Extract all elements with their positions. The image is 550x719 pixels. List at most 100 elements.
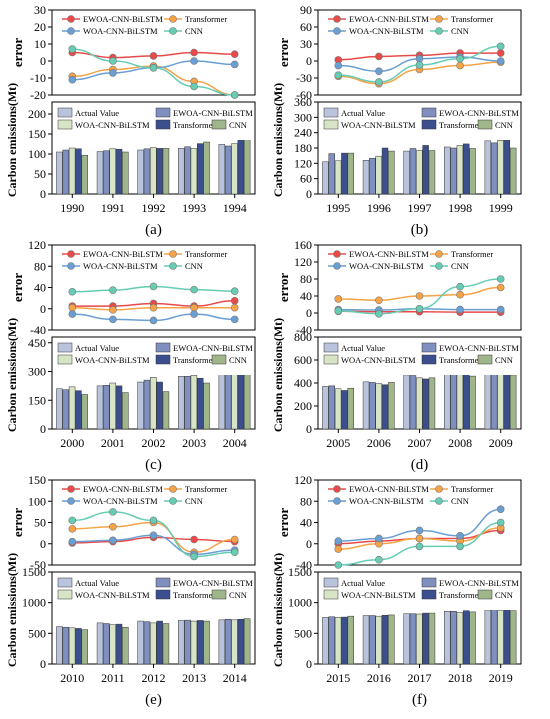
error-plot-frame	[317, 244, 522, 331]
xtick-label: 1995	[326, 201, 350, 215]
xtick-label: 2016	[367, 671, 391, 685]
error-point	[456, 305, 464, 314]
emissions-bar	[328, 153, 335, 195]
bar-legend-label: Transformer	[439, 355, 481, 365]
xtick-label: 1998	[448, 201, 472, 215]
panel-b: -60 -30 0 30 60 90 error EWOA-CNN-BiLSTM Transfo…	[271, 3, 522, 238]
error-point	[68, 537, 77, 546]
bar-legend-label: Actual Value	[75, 108, 119, 118]
emissions-bar	[341, 616, 348, 665]
error-axis-label: error	[10, 508, 25, 538]
xtick-label: 2000	[60, 436, 84, 450]
emissions-bar	[109, 382, 116, 430]
bar-legend-label: EWOA-CNN-BiLSTM	[173, 578, 253, 588]
emissions-bar	[497, 140, 504, 195]
error-point	[334, 307, 343, 315]
error-ytick-label: 20	[34, 20, 46, 34]
error-point	[334, 561, 343, 569]
error-ytick-label: 60	[300, 20, 312, 34]
emissions-bar	[328, 616, 335, 665]
error-point	[496, 42, 505, 51]
emissions-bar	[341, 390, 348, 430]
error-point	[456, 531, 464, 540]
bar-legend-label: CNN	[495, 590, 513, 600]
error-point	[149, 64, 158, 72]
emissions-bar	[150, 622, 157, 665]
emissions-bar	[428, 612, 436, 665]
emissions-bar	[416, 150, 423, 195]
bar-legend-swatch	[57, 107, 73, 118]
emissions-bar	[369, 382, 376, 430]
bar-legend-swatch	[323, 354, 339, 365]
panel-label: (e)	[145, 692, 162, 708]
emissions-bar	[115, 385, 123, 430]
emissions-ytick-label: 1500	[288, 565, 312, 579]
error-ytick-label: 150	[28, 473, 46, 487]
bar-legend-label: Transformer	[439, 590, 481, 600]
emissions-bar	[381, 147, 389, 195]
bar-legend-label: EWOA-CNN-BiLSTM	[439, 343, 519, 353]
error-point	[375, 310, 383, 318]
emissions-bar	[75, 628, 82, 665]
emissions-bar	[162, 391, 170, 430]
xtick-label: 2019	[489, 671, 513, 685]
xtick-label: 1992	[142, 201, 166, 215]
line-legend-label: Transformer	[451, 484, 493, 494]
xtick-label: 2004	[223, 436, 247, 450]
emissions-ytick-label: 150	[28, 127, 46, 141]
error-point	[109, 508, 117, 516]
line-legend-label: Transformer	[185, 249, 227, 259]
line-legend-label: CNN	[451, 261, 469, 271]
emissions-bar	[197, 143, 204, 195]
emissions-bar	[347, 152, 354, 195]
emissions-bar	[388, 150, 395, 195]
emissions-bar	[203, 141, 210, 195]
error-point	[190, 57, 198, 65]
emissions-bar	[103, 385, 110, 430]
emissions-ytick-label: 1000	[22, 596, 46, 610]
bar-legend-swatch	[323, 577, 339, 588]
emissions-bar	[156, 381, 163, 430]
error-point	[375, 52, 383, 61]
error-point	[415, 61, 424, 69]
emissions-bar	[503, 369, 511, 430]
emissions-bar	[203, 382, 210, 430]
emissions-ytick-label: 180	[294, 141, 312, 155]
emissions-ytick-label: 200	[294, 399, 312, 413]
bar-legend-swatch	[477, 119, 493, 130]
emissions-bar	[428, 150, 436, 195]
emissions-bar	[322, 161, 329, 195]
xtick-label: 1991	[101, 201, 125, 215]
emissions-bar	[347, 387, 354, 430]
bar-legend-label: WOA-CNN-BiLSTM	[341, 355, 416, 365]
panel-label: (a)	[145, 222, 162, 238]
emissions-bar	[381, 614, 389, 665]
emissions-bar	[178, 148, 185, 195]
line-legend-marker	[333, 250, 341, 258]
error-point	[68, 303, 77, 312]
emissions-axis-label: Carbon emissions(Mt)	[271, 83, 285, 197]
emissions-bar	[56, 626, 63, 665]
emissions-bar	[375, 155, 382, 195]
xtick-label: 2009	[489, 436, 513, 450]
emissions-bar	[184, 376, 191, 430]
error-ytick-label: 80	[300, 494, 312, 508]
emissions-bar	[103, 623, 110, 665]
error-point	[230, 535, 239, 544]
error-point	[496, 275, 505, 283]
error-point	[334, 71, 343, 79]
bar-legend-label: Actual Value	[341, 108, 385, 118]
xtick-label: 2018	[448, 671, 472, 685]
emissions-ytick-label: 60	[300, 172, 312, 186]
error-ytick-label: 80	[34, 259, 46, 273]
error-point	[149, 52, 158, 60]
error-point	[456, 54, 464, 63]
emissions-bar	[178, 620, 185, 665]
error-point	[456, 290, 464, 299]
bar-legend-label: EWOA-CNN-BiLSTM	[173, 343, 253, 353]
line-legend-marker	[435, 27, 443, 35]
emissions-bar	[137, 381, 144, 430]
emissions-bar	[218, 367, 226, 430]
line-legend-marker	[333, 485, 341, 493]
error-ytick-label: 30	[300, 37, 312, 51]
